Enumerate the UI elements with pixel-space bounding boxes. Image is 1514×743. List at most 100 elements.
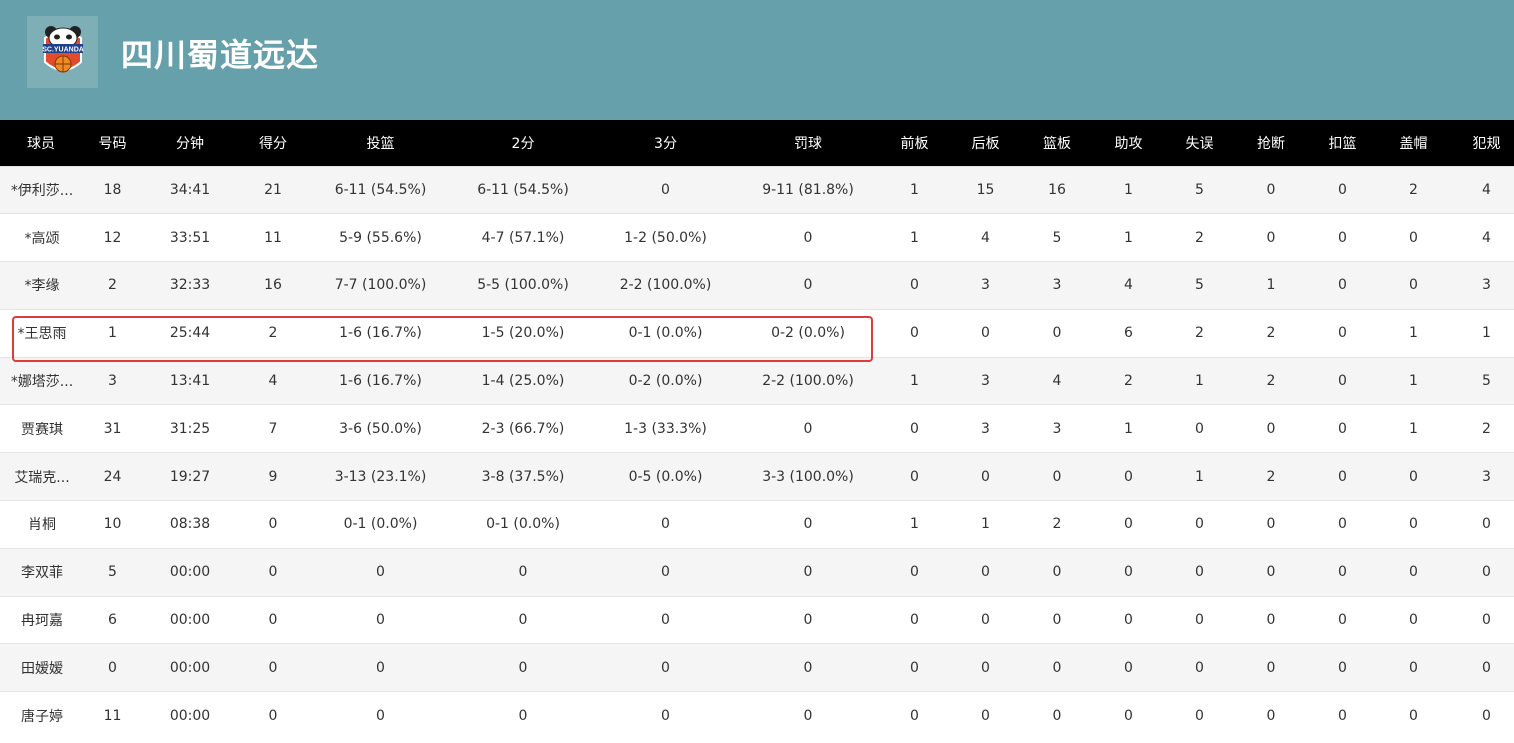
col-header-off-reb[interactable]: 前板: [900, 135, 929, 152]
free-throws-cell: 0: [737, 595, 879, 644]
rebounds-cell: 3: [1021, 404, 1093, 453]
player-name-cell[interactable]: *高颂: [0, 213, 82, 262]
two-pointers-cell: 0-1 (0.0%): [452, 500, 594, 549]
defensive-rebounds-cell: 3: [950, 261, 1021, 310]
col-header-3pt[interactable]: 3分: [654, 135, 677, 152]
player-number-cell: 11: [82, 691, 143, 740]
minutes-cell: 00:00: [143, 691, 237, 740]
dunks-cell: 0: [1307, 643, 1378, 692]
player-name-cell[interactable]: *王思雨: [0, 308, 82, 358]
table-row: 田嫒嫒 0 00:00 0 0 0 0 0 0 0 0 0 0 0 0 0 0: [0, 643, 1514, 692]
player-name-cell[interactable]: *伊利莎...: [0, 165, 82, 214]
fouls-cell: 1: [1449, 308, 1514, 358]
three-pointers-cell: 2-2 (100.0%): [594, 261, 737, 310]
player-number-cell: 18: [82, 165, 143, 214]
col-header-fg[interactable]: 投篮: [366, 135, 395, 152]
col-header-blk[interactable]: 盖帽: [1399, 135, 1428, 152]
minutes-cell: 19:27: [143, 452, 237, 501]
two-pointers-cell: 2-3 (66.7%): [452, 404, 594, 453]
defensive-rebounds-cell: 0: [950, 308, 1021, 358]
turnovers-cell: 0: [1164, 500, 1235, 549]
points-cell: 7: [237, 404, 309, 453]
col-header-player[interactable]: 球员: [27, 135, 55, 152]
col-header-tov[interactable]: 失误: [1185, 135, 1214, 152]
two-pointers-cell: 4-7 (57.1%): [452, 213, 594, 262]
blocks-cell: 0: [1378, 213, 1449, 262]
fouls-cell: 5: [1449, 356, 1514, 405]
player-name-cell[interactable]: 肖桐: [0, 500, 82, 549]
col-header-foul[interactable]: 犯规: [1472, 135, 1501, 152]
field-goals-cell: 0: [309, 691, 452, 740]
free-throws-cell: 0: [737, 404, 879, 453]
player-name-cell[interactable]: 贾赛琪: [0, 404, 82, 453]
col-header-number[interactable]: 号码: [98, 135, 127, 152]
team-title: 四川蜀道远达: [121, 36, 320, 74]
points-cell: 2: [237, 308, 309, 358]
player-number-cell: 12: [82, 213, 143, 262]
blocks-cell: 1: [1378, 356, 1449, 405]
col-header-ft[interactable]: 罚球: [794, 135, 822, 152]
free-throws-cell: 2-2 (100.0%): [737, 356, 879, 405]
three-pointers-cell: 0-5 (0.0%): [594, 452, 737, 501]
three-pointers-cell: 0: [594, 643, 737, 692]
offensive-rebounds-cell: 0: [879, 691, 950, 740]
two-pointers-cell: 0: [452, 643, 594, 692]
three-pointers-cell: 1-3 (33.3%): [594, 404, 737, 453]
col-header-dunk[interactable]: 扣篮: [1328, 135, 1357, 152]
three-pointers-cell: 0: [594, 547, 737, 597]
player-name-cell[interactable]: 冉珂嘉: [0, 595, 82, 644]
blocks-cell: 0: [1378, 261, 1449, 310]
rebounds-cell: 0: [1021, 691, 1093, 740]
player-name-cell[interactable]: *李缘: [0, 261, 82, 310]
table-row: 冉珂嘉 6 00:00 0 0 0 0 0 0 0 0 0 0 0 0 0 0: [0, 595, 1514, 644]
offensive-rebounds-cell: 0: [879, 643, 950, 692]
assists-cell: 0: [1093, 643, 1164, 692]
rebounds-cell: 0: [1021, 547, 1093, 597]
col-header-def-reb[interactable]: 后板: [971, 135, 1000, 152]
player-name-cell[interactable]: 田嫒嫒: [0, 643, 82, 692]
team-logo: SC.YUANDA: [27, 16, 98, 88]
turnovers-cell: 5: [1164, 165, 1235, 214]
player-name-cell[interactable]: 艾瑞克...: [0, 452, 82, 501]
fouls-cell: 3: [1449, 452, 1514, 501]
steals-cell: 0: [1235, 643, 1307, 692]
logo-text: SC.YUANDA: [42, 47, 84, 54]
assists-cell: 1: [1093, 404, 1164, 453]
player-number-cell: 5: [82, 547, 143, 597]
table-row: 贾赛琪 31 31:25 7 3-6 (50.0%) 2-3 (66.7%) 1-3 (33…: [0, 404, 1514, 453]
free-throws-cell: 9-11 (81.8%): [737, 165, 879, 214]
fouls-cell: 0: [1449, 691, 1514, 740]
col-header-ast[interactable]: 助攻: [1114, 135, 1143, 152]
col-header-2pt[interactable]: 2分: [511, 135, 535, 152]
field-goals-cell: 0: [309, 595, 452, 644]
col-header-minutes[interactable]: 分钟: [176, 135, 204, 152]
player-name-cell[interactable]: 唐子婷: [0, 691, 82, 740]
rebounds-cell: 5: [1021, 213, 1093, 262]
blocks-cell: 0: [1378, 500, 1449, 549]
blocks-cell: 0: [1378, 595, 1449, 644]
field-goals-cell: 1-6 (16.7%): [309, 308, 452, 358]
defensive-rebounds-cell: 3: [950, 356, 1021, 405]
fouls-cell: 0: [1449, 500, 1514, 549]
free-throws-cell: 0: [737, 261, 879, 310]
points-cell: 0: [237, 547, 309, 597]
turnovers-cell: 0: [1164, 691, 1235, 740]
three-pointers-cell: 0: [594, 500, 737, 549]
points-cell: 9: [237, 452, 309, 501]
table-row: *王思雨 1 25:44 2 1-6 (16.7%) 1-5 (20.0%) 0-1 (0.…: [0, 308, 1514, 358]
col-header-stl[interactable]: 抢断: [1257, 135, 1285, 152]
player-number-cell: 31: [82, 404, 143, 453]
rebounds-cell: 2: [1021, 500, 1093, 549]
col-header-reb[interactable]: 篮板: [1043, 135, 1071, 152]
field-goals-cell: 5-9 (55.6%): [309, 213, 452, 262]
fouls-cell: 2: [1449, 404, 1514, 453]
minutes-cell: 00:00: [143, 595, 237, 644]
dunks-cell: 0: [1307, 452, 1378, 501]
player-name-cell[interactable]: 李双菲: [0, 547, 82, 597]
dunks-cell: 0: [1307, 500, 1378, 549]
col-header-points[interactable]: 得分: [259, 135, 287, 152]
assists-cell: 0: [1093, 595, 1164, 644]
player-name-cell[interactable]: *娜塔莎...: [0, 356, 82, 405]
steals-cell: 0: [1235, 404, 1307, 453]
two-pointers-cell: 3-8 (37.5%): [452, 452, 594, 501]
